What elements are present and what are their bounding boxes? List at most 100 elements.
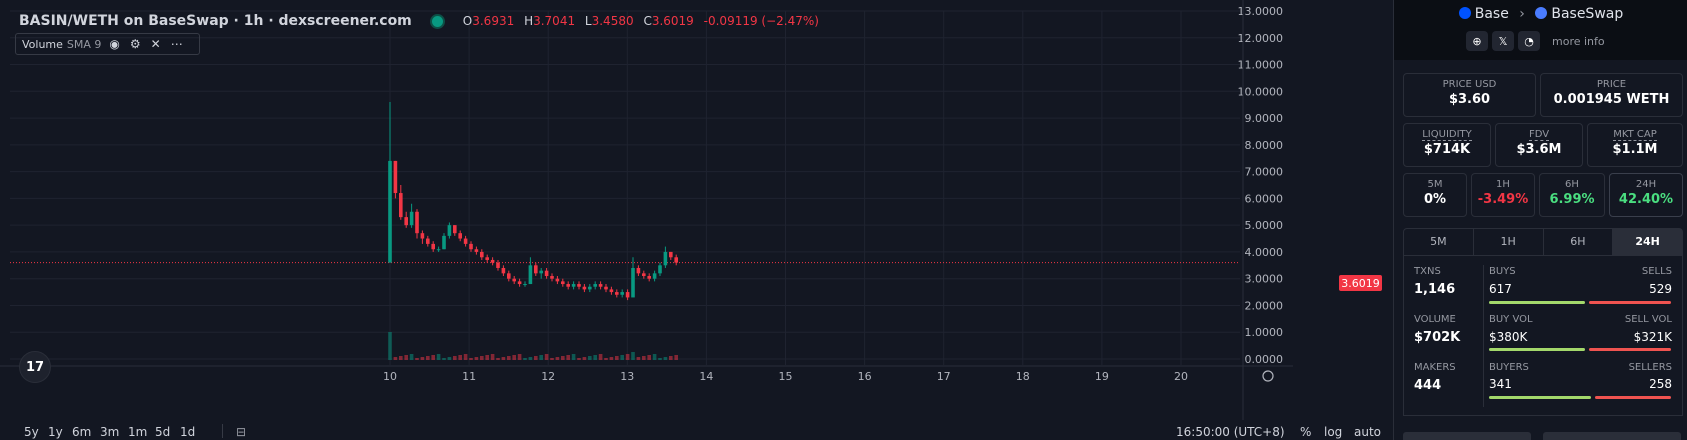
volume-bar — [544, 354, 549, 360]
volume-legend[interactable]: Volume SMA 9 ◉ ⚙ ✕ ⋯ — [15, 33, 200, 55]
close-icon[interactable]: ✕ — [150, 37, 161, 51]
candle-body — [642, 273, 646, 277]
x-tick-label: 17 — [937, 370, 951, 383]
gear-icon[interactable]: ⚙ — [129, 37, 141, 51]
volume-bar — [609, 357, 614, 360]
close-label: C — [643, 14, 652, 28]
volume-bar — [420, 357, 425, 360]
price-native-box: PRICE 0.001945 WETH — [1540, 73, 1683, 117]
makers-label[interactable]: MAKERS — [1414, 362, 1456, 373]
buys-bar — [1489, 301, 1585, 304]
x-tick-label: 14 — [699, 370, 713, 383]
candle-body — [415, 211, 419, 234]
more-icon[interactable]: ⋯ — [170, 37, 183, 51]
breadcrumb-separator: › — [1519, 6, 1525, 22]
auto-toggle[interactable]: auto — [1354, 425, 1382, 439]
candle-body — [420, 233, 425, 239]
date-range-icon[interactable]: ⊟ — [236, 425, 247, 439]
sell-vol-label: SELL VOL — [1624, 314, 1672, 325]
clock-time[interactable]: 16:50:00 (UTC+8) — [1176, 425, 1285, 439]
candle-body — [474, 249, 479, 252]
period-tabs: 5M 1H 6H 24H — [1403, 228, 1683, 256]
percent-toggle[interactable]: % — [1300, 425, 1312, 439]
tf-5d[interactable]: 5d — [155, 425, 171, 439]
price-usd-box: PRICE USD $3.60 — [1403, 73, 1536, 117]
volume-bar — [453, 356, 457, 360]
candlestick-chart[interactable]: 13.0000 12.0000 11.0000 10.0000 9.0000 8.0000… — [0, 0, 1293, 420]
tab-5m[interactable]: 5M — [1404, 229, 1474, 255]
change-6h-box[interactable]: 6H 6.99% — [1539, 173, 1605, 217]
tf-5y[interactable]: 5y — [24, 425, 39, 439]
stats-divider — [1483, 265, 1484, 407]
open-value: 3.6931 — [472, 14, 515, 28]
change-5m-box[interactable]: 5M 0% — [1403, 173, 1467, 217]
candle-body — [501, 267, 506, 274]
volume-label: Volume — [22, 37, 63, 51]
change-24h-box[interactable]: 24H 42.40% — [1609, 173, 1683, 217]
price-native-label: PRICE — [1596, 79, 1627, 90]
price-usd-value: $3.60 — [1448, 92, 1491, 107]
buy-vol-value: $380K — [1489, 330, 1528, 344]
candle-body — [404, 217, 408, 226]
volume-bar — [415, 358, 419, 360]
social-links: ⊕ 𝕏 ◔ more info — [1466, 31, 1605, 51]
mkt-cap-box: MKT CAP $1.1M — [1587, 123, 1683, 167]
y-tick-label: 9.0000 — [1245, 112, 1284, 125]
more-info-link[interactable]: more info — [1552, 34, 1605, 48]
chart-area[interactable]: 13.0000 12.0000 11.0000 10.0000 9.0000 8.0000… — [0, 0, 1393, 440]
x-tick-label: 16 — [858, 370, 872, 383]
tradingview-logo[interactable]: 17 — [19, 351, 51, 383]
candle-body — [442, 235, 446, 250]
log-toggle[interactable]: log — [1324, 425, 1343, 439]
candle-body — [658, 265, 662, 274]
discord-icon[interactable]: ◔ — [1518, 31, 1540, 51]
chart-header: BASIN/WETH on BaseSwap · 1h · dexscreene… — [19, 13, 825, 29]
close-value: 3.6019 — [651, 14, 694, 28]
buyers-value: 341 — [1489, 377, 1512, 391]
tab-6h[interactable]: 6H — [1544, 229, 1614, 255]
eye-icon[interactable]: ◉ — [109, 37, 120, 51]
candle-body — [652, 273, 657, 279]
volume-bar — [409, 354, 414, 360]
tab-1h[interactable]: 1H — [1474, 229, 1544, 255]
chain-name[interactable]: Base — [1474, 6, 1509, 22]
mkt-cap-label[interactable]: MKT CAP — [1613, 129, 1657, 141]
volume-bar — [663, 357, 668, 360]
tf-1y[interactable]: 1y — [48, 425, 63, 439]
candle-body — [604, 286, 608, 290]
ohlc-readout: O3.6931 H3.7041 L3.4580 C3.6019 -0.09119… — [463, 14, 825, 28]
change-5m-value: 0% — [1423, 192, 1447, 207]
liquidity-label[interactable]: LIQUIDITY — [1422, 129, 1472, 141]
volume-bar — [534, 356, 538, 360]
txns-value: 1,146 — [1414, 282, 1456, 297]
liquidity-value: $714K — [1423, 142, 1471, 157]
action-button-right[interactable] — [1543, 432, 1681, 440]
candle-body — [577, 284, 581, 287]
low-label: L — [584, 14, 592, 28]
sellers-label: SELLERS — [1628, 362, 1672, 373]
twitter-icon[interactable]: 𝕏 — [1492, 31, 1514, 51]
tf-1d[interactable]: 1d — [180, 425, 196, 439]
website-icon[interactable]: ⊕ — [1466, 31, 1488, 51]
volume-bar — [631, 352, 635, 360]
fdv-label[interactable]: FDV — [1528, 129, 1550, 141]
tf-3m[interactable]: 3m — [100, 425, 120, 439]
y-tick-label: 10.0000 — [1238, 85, 1284, 98]
candle-body — [436, 249, 441, 251]
candle-body — [636, 267, 641, 274]
change-6h-value: 6.99% — [1549, 192, 1595, 207]
candle-body — [388, 160, 392, 263]
tf-6m[interactable]: 6m — [72, 425, 92, 439]
y-tick-label: 8.0000 — [1245, 139, 1284, 152]
sell-vol-value: $321K — [1633, 330, 1672, 344]
tf-1m[interactable]: 1m — [128, 425, 148, 439]
toolbar-divider — [222, 424, 223, 438]
sells-bar — [1589, 301, 1671, 304]
volume-bar — [642, 356, 646, 360]
change-1h-box[interactable]: 1H -3.49% — [1471, 173, 1535, 217]
sells-label: SELLS — [1641, 266, 1672, 277]
tab-24h[interactable]: 24H — [1613, 229, 1682, 255]
dex-name[interactable]: BaseSwap — [1551, 6, 1624, 22]
volume-bar — [458, 355, 462, 360]
action-button-left[interactable] — [1403, 432, 1531, 440]
